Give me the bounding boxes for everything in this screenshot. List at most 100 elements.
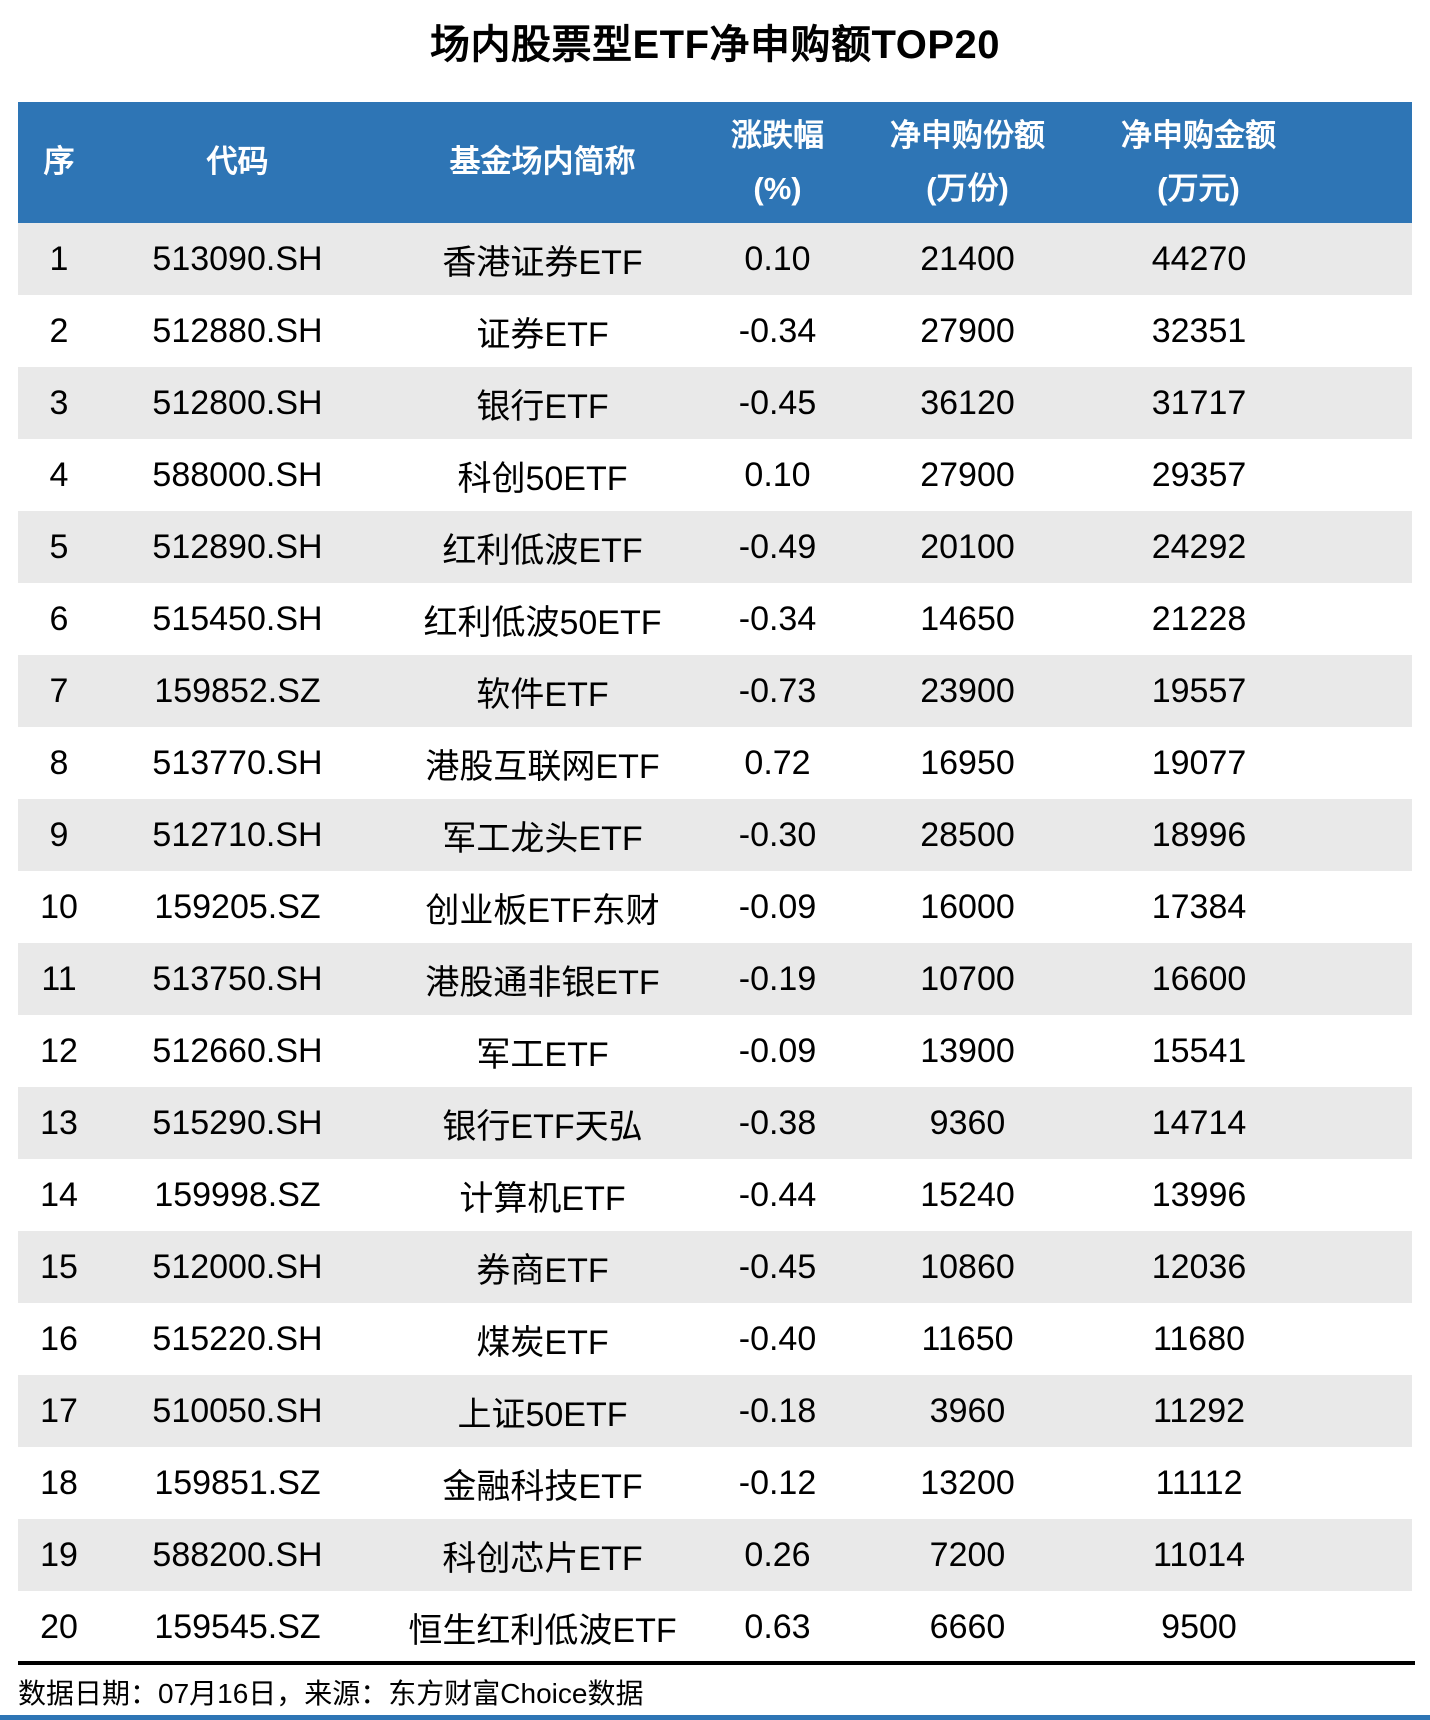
bottom-accent-bar xyxy=(0,1715,1430,1720)
cell-change_pct: -0.45 xyxy=(738,383,817,422)
table-row: 14 159998.SZ 计算机ETF -0.44 15240 13996 xyxy=(18,1159,1412,1231)
cell-net_amount: 12036 xyxy=(1151,1247,1247,1286)
cell-net_amount: 19557 xyxy=(1151,671,1247,710)
cell-net_shares: 28500 xyxy=(920,815,1015,854)
col-label: 涨跌幅 xyxy=(731,117,824,153)
cell-net_shares: 27900 xyxy=(920,311,1015,350)
etf-table: 序 代码 基金场内简称 涨跌幅 (%) 净申购份额 (万份) 净 xyxy=(18,102,1412,1663)
etf-table-body: 1 513090.SH 香港证券ETF 0.10 21400 44270 2 512880.S… xyxy=(18,223,1412,1663)
cell-net_amount: 18996 xyxy=(1151,815,1247,854)
cell-net_shares: 10700 xyxy=(920,959,1015,998)
cell-name: 科创芯片ETF xyxy=(442,1539,643,1578)
cell-code: 512710.SH xyxy=(152,815,323,854)
etf-data-table: 序 代码 基金场内简称 涨跌幅 (%) 净申购份额 (万份) 净 xyxy=(18,102,1412,1663)
table-header: 序 代码 基金场内简称 涨跌幅 (%) 净申购份额 (万份) 净 xyxy=(18,102,1412,223)
cell-net_amount: 13996 xyxy=(1151,1175,1247,1214)
cell-index: 13 xyxy=(40,1103,78,1142)
cell-net_amount: 21228 xyxy=(1151,599,1247,638)
cell-net_shares: 27900 xyxy=(920,455,1015,494)
cell-code: 515220.SH xyxy=(152,1319,323,1358)
cell-net_shares: 16000 xyxy=(920,887,1015,926)
cell-code: 513770.SH xyxy=(152,743,323,782)
cell-net_amount: 9500 xyxy=(1161,1607,1237,1646)
table-row: 8 513770.SH 港股互联网ETF 0.72 16950 19077 xyxy=(18,727,1412,799)
cell-net_shares: 3960 xyxy=(929,1391,1006,1430)
cell-code: 512000.SH xyxy=(152,1247,323,1286)
table-row: 20 159545.SZ 恒生红利低波ETF 0.63 6660 9500 xyxy=(18,1591,1412,1663)
data-source-note: 数据日期：07月16日，来源：东方财富Choice数据 xyxy=(18,1678,644,1709)
cell-index: 2 xyxy=(49,311,69,350)
cell-change_pct: -0.49 xyxy=(738,527,817,566)
col-label: 净申购金额 xyxy=(1121,117,1276,153)
col-header-net-amount: 净申购金额 (万元) xyxy=(1090,102,1412,223)
cell-index: 10 xyxy=(40,887,78,926)
table-row: 18 159851.SZ 金融科技ETF -0.12 13200 11112 xyxy=(18,1447,1412,1519)
cell-name: 军工ETF xyxy=(476,1035,609,1074)
cell-name: 红利低波ETF xyxy=(442,531,643,570)
cell-change_pct: -0.45 xyxy=(738,1247,817,1286)
table-row: 12 512660.SH 军工ETF -0.09 13900 15541 xyxy=(18,1015,1412,1087)
cell-change_pct: 0.26 xyxy=(744,1535,811,1574)
cell-name: 港股互联网ETF xyxy=(425,747,660,786)
cell-index: 19 xyxy=(40,1535,78,1574)
cell-index: 12 xyxy=(40,1031,78,1070)
cell-code: 512890.SH xyxy=(152,527,323,566)
cell-net_amount: 44270 xyxy=(1151,239,1247,278)
table-row: 1 513090.SH 香港证券ETF 0.10 21400 44270 xyxy=(18,223,1412,295)
cell-code: 513750.SH xyxy=(152,959,323,998)
cell-net_shares: 13900 xyxy=(920,1031,1015,1070)
col-label: 净申购份额 xyxy=(890,117,1045,153)
cell-net_shares: 20100 xyxy=(920,527,1015,566)
cell-change_pct: -0.09 xyxy=(738,887,817,926)
cell-net_amount: 31717 xyxy=(1151,383,1247,422)
cell-code: 159205.SZ xyxy=(154,887,321,926)
cell-change_pct: -0.73 xyxy=(738,671,817,710)
col-unit: (%) xyxy=(753,170,802,206)
cell-index: 1 xyxy=(49,239,69,278)
cell-net_shares: 11650 xyxy=(921,1319,1014,1358)
cell-code: 515450.SH xyxy=(152,599,323,638)
cell-name: 军工龙头ETF xyxy=(442,819,643,858)
cell-index: 3 xyxy=(49,383,69,422)
cell-net_amount: 15541 xyxy=(1151,1031,1247,1070)
cell-name: 上证50ETF xyxy=(457,1395,628,1434)
cell-index: 16 xyxy=(40,1319,78,1358)
cell-code: 588200.SH xyxy=(152,1535,323,1574)
cell-net_shares: 9360 xyxy=(929,1103,1006,1142)
col-label: 代码 xyxy=(206,144,269,180)
cell-index: 18 xyxy=(40,1463,78,1502)
cell-name: 银行ETF xyxy=(476,387,609,426)
col-header-name: 基金场内简称 xyxy=(375,102,710,223)
cell-net_shares: 36120 xyxy=(920,383,1015,422)
cell-change_pct: 0.10 xyxy=(744,455,811,494)
cell-code: 159545.SZ xyxy=(154,1607,321,1646)
table-row: 2 512880.SH 证券ETF -0.34 27900 32351 xyxy=(18,295,1412,367)
col-label: 基金场内简称 xyxy=(449,144,636,180)
cell-code: 512880.SH xyxy=(152,311,323,350)
cell-net_amount: 17384 xyxy=(1151,887,1247,926)
cell-change_pct: 0.72 xyxy=(744,743,811,782)
cell-net_amount: 16600 xyxy=(1151,959,1247,998)
cell-change_pct: -0.44 xyxy=(738,1175,817,1214)
cell-net_amount: 24292 xyxy=(1151,527,1247,566)
table-row: 15 512000.SH 券商ETF -0.45 10860 12036 xyxy=(18,1231,1412,1303)
cell-net_amount: 11014 xyxy=(1152,1535,1246,1574)
cell-net_amount: 11680 xyxy=(1152,1319,1246,1358)
table-row: 6 515450.SH 红利低波50ETF -0.34 14650 21228 xyxy=(18,583,1412,655)
table-row: 10 159205.SZ 创业板ETF东财 -0.09 16000 17384 xyxy=(18,871,1412,943)
col-unit: (万元) xyxy=(1157,170,1240,206)
cell-index: 9 xyxy=(49,815,69,854)
cell-net_amount: 11112 xyxy=(1155,1463,1243,1502)
cell-net_shares: 13200 xyxy=(920,1463,1015,1502)
cell-change_pct: -0.34 xyxy=(738,311,817,350)
cell-change_pct: -0.19 xyxy=(738,959,817,998)
table-row: 19 588200.SH 科创芯片ETF 0.26 7200 11014 xyxy=(18,1519,1412,1591)
cell-net_shares: 15240 xyxy=(920,1175,1015,1214)
cell-net_amount: 29357 xyxy=(1151,455,1247,494)
cell-change_pct: -0.30 xyxy=(738,815,817,854)
cell-name: 软件ETF xyxy=(476,675,609,714)
cell-index: 6 xyxy=(49,599,69,638)
cell-change_pct: -0.18 xyxy=(738,1391,817,1430)
cell-change_pct: 0.10 xyxy=(744,239,811,278)
